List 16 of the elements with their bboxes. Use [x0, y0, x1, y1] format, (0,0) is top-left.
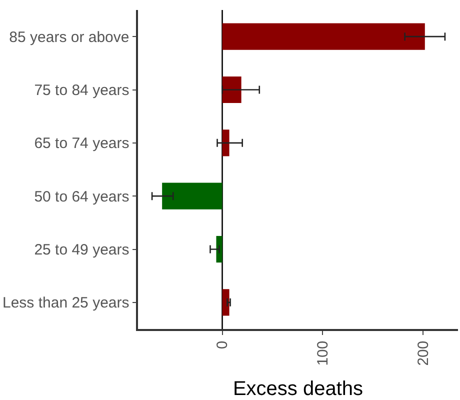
bar: [222, 23, 425, 50]
y-tick-label: 50 to 64 years: [34, 188, 130, 206]
x-tick-label: 200: [414, 340, 432, 366]
bar: [222, 76, 242, 104]
y-tick-label: Less than 25 years: [2, 294, 130, 312]
x-tick-label: 0: [214, 340, 232, 350]
x-axis-title: Excess deaths: [232, 378, 364, 400]
y-tick-label: 65 to 74 years: [34, 135, 130, 152]
bar: [222, 130, 230, 156]
bar: [222, 289, 230, 316]
y-tick-label: 85 years or above: [9, 28, 130, 46]
bar: [216, 236, 222, 263]
y-tick-label: 75 to 84 years: [34, 82, 130, 99]
y-tick-label: 25 to 49 years: [34, 242, 130, 258]
x-tick-label: 100: [314, 340, 332, 366]
bar: [162, 182, 222, 210]
